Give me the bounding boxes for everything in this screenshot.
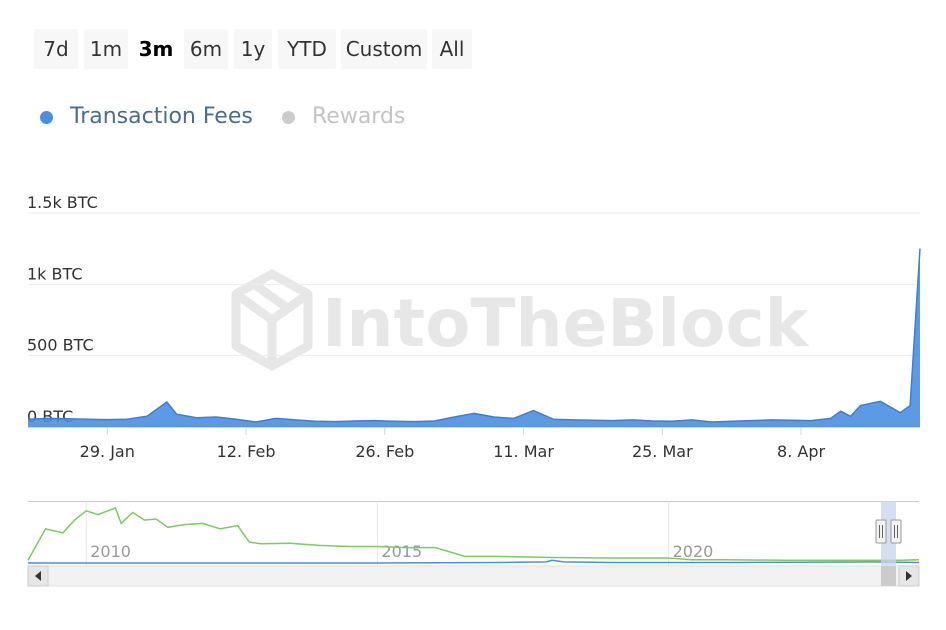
grid-lines <box>28 212 920 428</box>
navigator-background <box>28 501 919 566</box>
navigator-tick-label: 2010 <box>90 542 131 561</box>
scrollbar-thumb[interactable] <box>881 566 896 586</box>
scroll-left-button[interactable] <box>27 565 49 587</box>
range-button-custom[interactable]: Custom <box>341 29 427 69</box>
legend-item-rewards[interactable]: Rewards <box>278 100 418 134</box>
range-button-all[interactable]: All <box>432 29 472 69</box>
scroll-right-button[interactable] <box>898 565 920 587</box>
navigator-selected-range[interactable] <box>881 501 896 566</box>
legend-dot-rewards <box>282 111 295 124</box>
navigator-tick-label: 2015 <box>381 542 422 561</box>
y-tick-label: 1.5k BTC <box>27 193 98 212</box>
watermark: IntoTheBlock <box>231 269 811 371</box>
navigator-scrollbar[interactable] <box>27 565 920 587</box>
range-button-7d[interactable]: 7d <box>34 29 78 69</box>
watermark-text: IntoTheBlock <box>322 285 811 362</box>
navigator-handle-left[interactable] <box>875 519 887 544</box>
scrollbar-track[interactable] <box>27 565 920 587</box>
x-tick-label: 29. Jan <box>80 442 135 461</box>
legend-label-transaction-fees: Transaction Fees <box>70 104 253 129</box>
watermark-logo-icon <box>231 269 313 371</box>
legend-dot-transaction-fees <box>40 111 53 124</box>
navigator-tick-label: 2020 <box>673 542 714 561</box>
y-tick-label: 0 BTC <box>27 407 73 426</box>
arrow-left-icon <box>35 571 41 581</box>
x-tick-label: 26. Feb <box>355 442 414 461</box>
navigator-handle-right[interactable] <box>890 519 902 544</box>
navigator-fees-line <box>28 559 920 564</box>
x-tick-label: 11. Mar <box>493 442 554 461</box>
range-button-1y[interactable]: 1y <box>234 29 272 69</box>
x-axis: 29. Jan 12. Feb 26. Feb 11. Mar 25. Mar 8. Ap… <box>28 427 920 461</box>
range-button-3m[interactable]: 3m <box>133 29 179 69</box>
x-tick-label: 25. Mar <box>632 442 693 461</box>
legend-label-rewards: Rewards <box>312 104 406 129</box>
navigator: 2010 2015 2020 <box>27 501 920 587</box>
range-button-6m[interactable]: 6m <box>184 29 228 69</box>
arrow-right-icon <box>906 571 912 581</box>
range-button-ytd[interactable]: YTD <box>278 29 336 69</box>
range-button-1m[interactable]: 1m <box>84 29 128 69</box>
series-line-transaction-fees <box>27 248 921 423</box>
legend-item-transaction-fees[interactable]: Transaction Fees <box>34 100 264 134</box>
navigator-rewards-line <box>27 507 920 562</box>
y-axis-labels: 0 BTC 500 BTC 1k BTC 1.5k BTC <box>27 193 98 426</box>
x-tick-label: 12. Feb <box>217 442 276 461</box>
series-area-transaction-fees <box>28 248 920 427</box>
y-tick-label: 1k BTC <box>27 264 83 283</box>
x-tick-label: 8. Apr <box>777 442 825 461</box>
y-tick-label: 500 BTC <box>27 336 94 355</box>
